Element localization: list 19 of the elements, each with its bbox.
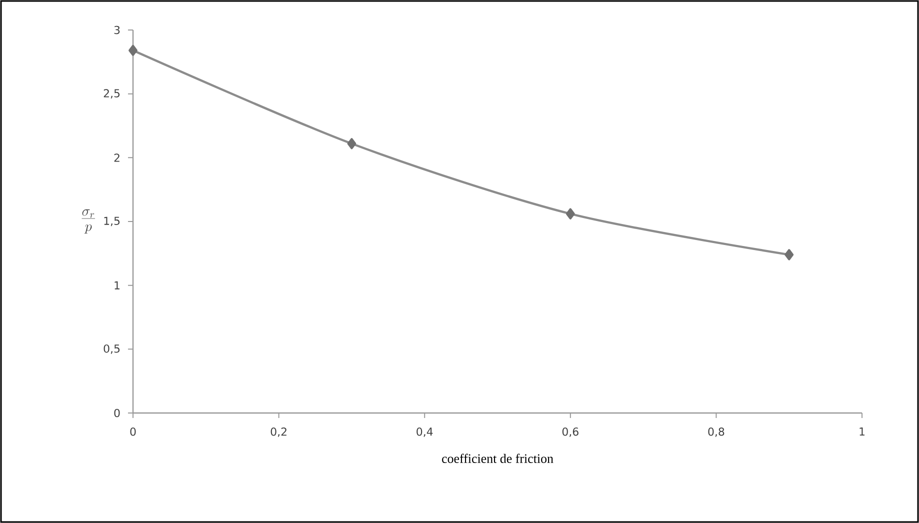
y-tick-label: 2	[114, 154, 120, 162]
y-tick-label: 0	[114, 408, 120, 418]
point	[128, 44, 138, 56]
point	[347, 138, 356, 150]
y-axis-title: $\frac{\sigma_r}{p}$	[82, 209, 96, 234]
x-tick-label: 1	[860, 428, 864, 436]
x-tick-label: 0	[130, 428, 136, 436]
x-tick-label: 0,4	[416, 428, 433, 437]
point	[784, 249, 794, 260]
x-tick-label: 0,6	[562, 428, 578, 437]
y-tick-label: 0,5	[104, 344, 120, 354]
x-tick-label: 0,8	[708, 428, 724, 437]
x-axis-title: coefficient de friction	[442, 454, 554, 463]
y-tick-label: 1,5	[104, 216, 120, 226]
x-tick-label: 0,2	[270, 428, 286, 437]
y-tick-label: 1	[114, 281, 120, 290]
y-tick-label: 2,5	[104, 89, 120, 99]
point	[566, 208, 575, 220]
y-tick-label: 3	[114, 26, 120, 34]
